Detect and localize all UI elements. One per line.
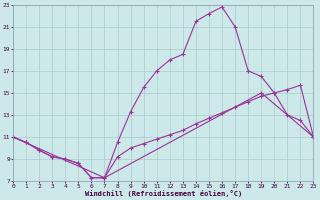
X-axis label: Windchill (Refroidissement éolien,°C): Windchill (Refroidissement éolien,°C) xyxy=(84,190,242,197)
